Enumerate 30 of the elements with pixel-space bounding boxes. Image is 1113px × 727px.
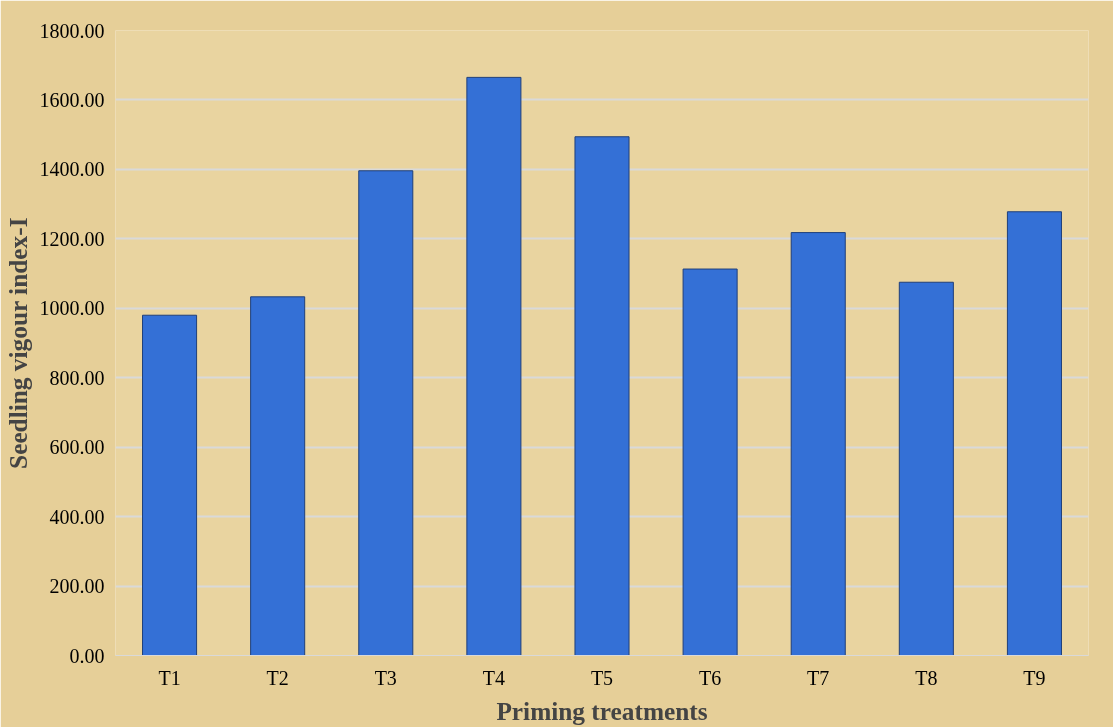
bar xyxy=(574,136,630,656)
x-tick-label: T3 xyxy=(374,666,397,689)
y-tick-label: 0.00 xyxy=(69,644,105,667)
y-axis-title: Seedling vigour index-I xyxy=(3,217,32,469)
bar xyxy=(142,314,198,656)
x-tick-label: T7 xyxy=(807,666,830,689)
y-tick-label: 1200.00 xyxy=(39,227,105,250)
x-axis-title: Priming treatments xyxy=(496,696,708,725)
y-tick-label: 400.00 xyxy=(49,505,105,528)
y-tick-label: 1600.00 xyxy=(39,88,105,111)
x-tick-label: T6 xyxy=(699,666,722,689)
bar xyxy=(1006,211,1062,656)
y-tick-label: 1000.00 xyxy=(39,297,105,320)
y-tick-label: 1800.00 xyxy=(39,19,105,42)
x-tick-label: T8 xyxy=(915,666,938,689)
bar xyxy=(358,170,414,656)
y-tick-label: 200.00 xyxy=(49,575,105,598)
y-tick-label: 800.00 xyxy=(49,366,105,389)
bar xyxy=(898,281,954,656)
x-tick-label: T2 xyxy=(266,666,289,689)
x-tick-label: T9 xyxy=(1023,666,1046,689)
bar xyxy=(250,296,306,656)
x-tick-label: T1 xyxy=(158,666,181,689)
bar xyxy=(790,232,846,656)
bar xyxy=(466,76,522,656)
y-tick-label: 1400.00 xyxy=(39,158,105,181)
x-tick-label: T4 xyxy=(482,666,505,689)
x-tick-label: T5 xyxy=(590,666,614,689)
y-tick-label: 600.00 xyxy=(49,436,105,459)
bar xyxy=(682,268,738,656)
